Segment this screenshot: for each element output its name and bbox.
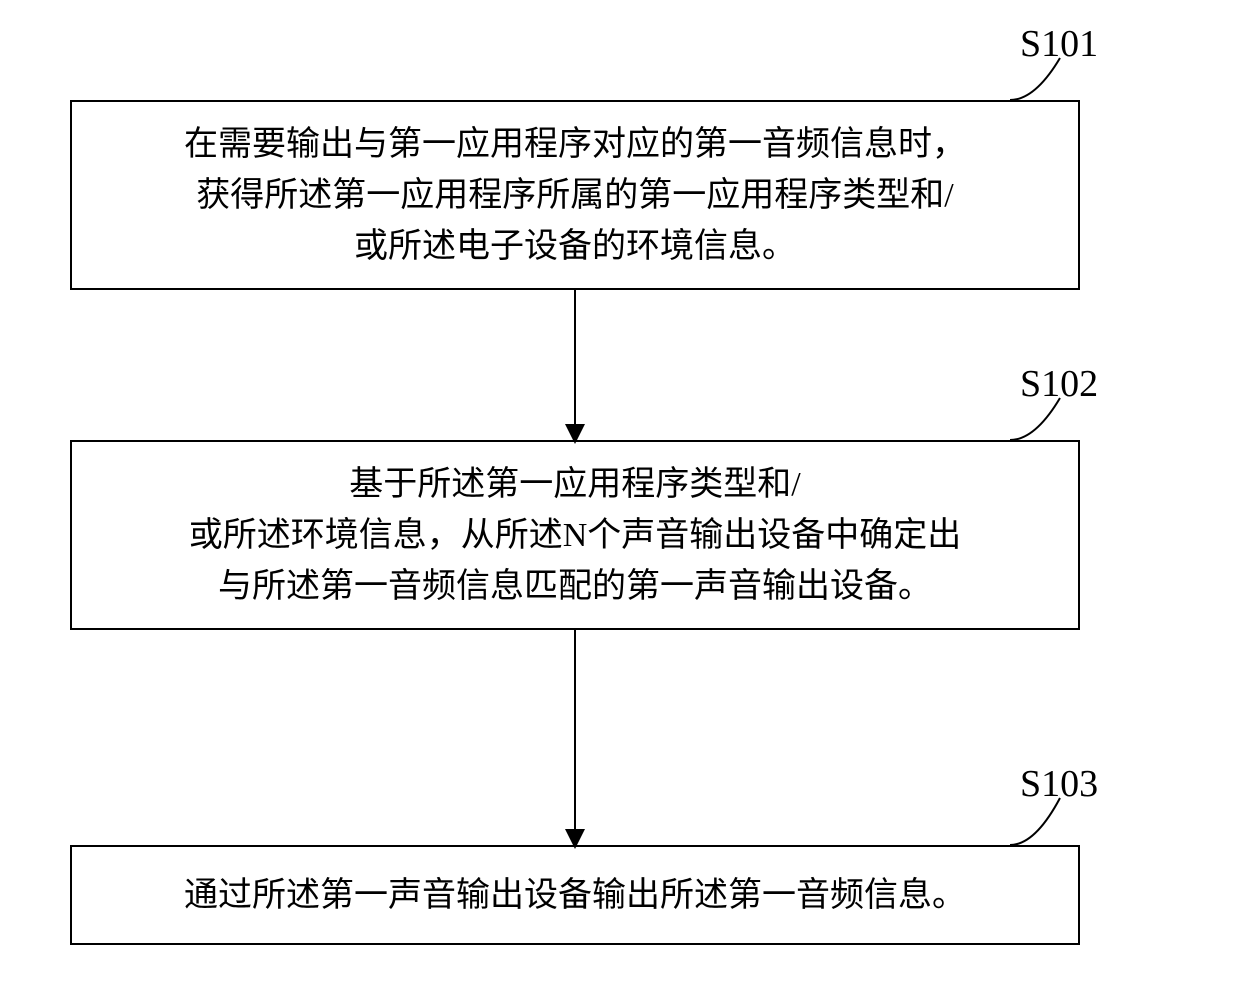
flow-node-s103: 通过所述第一声音输出设备输出所述第一音频信息。 [70, 845, 1080, 945]
step-label-s103-text: S103 [1020, 763, 1098, 805]
flow-node-s102-text: 基于所述第一应用程序类型和/ 或所述环境信息，从所述N个声音输出设备中确定出 与… [189, 459, 962, 612]
step-label-s101: S101 [1020, 22, 1098, 66]
step-label-s102: S102 [1020, 362, 1098, 406]
flow-node-s102: 基于所述第一应用程序类型和/ 或所述环境信息，从所述N个声音输出设备中确定出 与… [70, 440, 1080, 630]
flow-node-s101-text: 在需要输出与第一应用程序对应的第一音频信息时， 获得所述第一应用程序所属的第一应… [184, 119, 966, 272]
step-label-s102-text: S102 [1020, 363, 1098, 405]
step-label-s103: S103 [1020, 762, 1098, 806]
step-label-s101-text: S101 [1020, 23, 1098, 65]
flowchart-canvas: 在需要输出与第一应用程序对应的第一音频信息时， 获得所述第一应用程序所属的第一应… [0, 0, 1240, 983]
flow-node-s103-text: 通过所述第一声音输出设备输出所述第一音频信息。 [184, 870, 966, 921]
flow-node-s101: 在需要输出与第一应用程序对应的第一音频信息时， 获得所述第一应用程序所属的第一应… [70, 100, 1080, 290]
